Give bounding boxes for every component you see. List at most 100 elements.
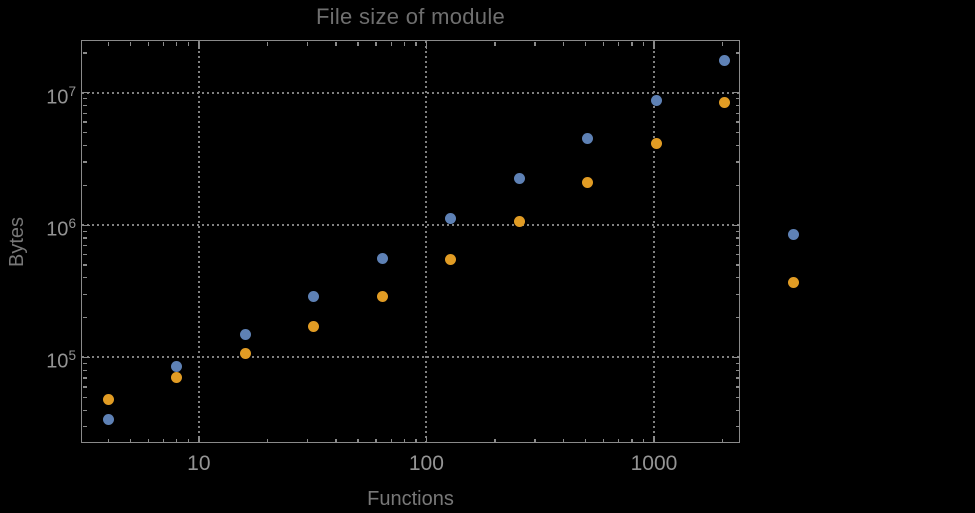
blue-series-point: [445, 213, 457, 225]
tick-mark-x-top: [403, 41, 406, 46]
tick-mark-x-bot: [425, 436, 428, 444]
tick-mark-y-left: [82, 317, 87, 319]
tick-mark-y-left: [82, 98, 87, 100]
tick-mark-y-right: [736, 184, 741, 186]
blue-series-point: [787, 228, 799, 240]
tick-mark-x-top: [176, 41, 178, 46]
tick-mark-y-left: [82, 293, 87, 296]
tick-mark-x-top: [390, 41, 392, 46]
orange-series-point: [102, 393, 114, 405]
tick-mark-x-top: [534, 41, 536, 46]
tick-mark-y-left: [82, 386, 87, 388]
blue-series-point: [239, 328, 251, 340]
tick-mark-x-top: [107, 41, 109, 46]
tick-mark-x-bot: [375, 439, 377, 444]
tick-mark-y-right: [736, 277, 741, 279]
orange-series-point: [308, 321, 320, 333]
tick-mark-y-right: [736, 121, 741, 123]
tick-mark-x-bot: [653, 436, 655, 444]
tick-mark-y-left: [82, 161, 87, 163]
tick-mark-x-top: [415, 41, 417, 46]
tick-mark-y-left: [82, 369, 87, 371]
tick-mark-y-left: [82, 356, 90, 359]
tick-mark-y-left: [82, 230, 87, 232]
tick-mark-x-top: [375, 41, 377, 46]
tick-mark-y-left: [82, 264, 87, 266]
tick-mark-x-top: [562, 41, 565, 46]
tick-mark-y-left: [82, 224, 90, 226]
tick-mark-x-bot: [534, 439, 536, 444]
tick-mark-y-right: [736, 237, 741, 239]
tick-mark-x-bot: [415, 439, 417, 444]
blue-series-point: [102, 414, 114, 425]
tick-mark-y-right: [736, 396, 741, 399]
tick-mark-x-top: [653, 41, 655, 49]
tick-mark-x-top: [357, 41, 359, 46]
tick-mark-y-right: [736, 409, 741, 411]
tick-mark-y-left: [82, 121, 87, 123]
orange-series-point: [582, 177, 594, 189]
blue-series-point: [308, 290, 320, 302]
blue-series-point: [513, 172, 525, 184]
tick-mark-y-left: [82, 131, 87, 134]
tick-mark-x-bot: [390, 439, 392, 444]
tick-mark-x-bot: [198, 436, 200, 444]
tick-mark-y-right: [736, 161, 741, 163]
orange-series-point: [445, 254, 457, 266]
tick-mark-y-right: [736, 144, 741, 147]
tick-mark-x-bot: [721, 439, 724, 444]
y-tick-label-10e6: 106: [46, 216, 76, 241]
blue-series-point: [171, 360, 183, 372]
blue-series-point: [650, 94, 662, 106]
y-tick-label-10e5: 105: [46, 348, 76, 374]
tick-mark-y-left: [82, 184, 87, 186]
x-tick-label-100: 100: [408, 452, 444, 475]
tick-mark-x-top: [163, 41, 165, 46]
tick-mark-y-right: [736, 377, 741, 379]
tick-mark-y-left: [82, 92, 90, 94]
tick-mark-x-bot: [266, 439, 269, 444]
tick-mark-y-right: [736, 98, 741, 100]
tick-mark-x-bot: [107, 439, 109, 444]
gridline-y-100000: [81, 356, 741, 359]
tick-mark-x-top: [187, 41, 190, 46]
tick-mark-y-right: [736, 386, 741, 388]
y-axis-label: Bytes: [6, 216, 28, 268]
tick-mark-y-left: [82, 277, 87, 279]
gridline-x-1000: [652, 40, 655, 444]
tick-mark-y-left: [82, 426, 87, 428]
tick-mark-y-left: [82, 52, 87, 54]
orange-series-point: [719, 97, 731, 109]
tick-mark-x-top: [335, 41, 337, 46]
tick-mark-x-bot: [602, 439, 605, 444]
tick-mark-y-left: [82, 409, 87, 411]
tick-mark-x-bot: [187, 439, 190, 444]
tick-mark-x-bot: [147, 439, 150, 444]
tick-mark-x-top: [198, 41, 200, 49]
tick-mark-y-right: [736, 245, 741, 247]
tick-mark-x-bot: [176, 439, 178, 444]
tick-mark-y-right: [733, 224, 741, 226]
tick-mark-x-bot: [562, 439, 565, 444]
tick-mark-x-bot: [357, 439, 359, 444]
tick-mark-y-right: [736, 426, 741, 428]
gridline-x-10: [197, 40, 200, 444]
orange-series-point: [787, 276, 799, 288]
tick-mark-x-top: [494, 41, 496, 46]
tick-mark-x-bot: [163, 439, 165, 444]
tick-mark-y-left: [82, 104, 87, 107]
tick-mark-y-left: [82, 396, 87, 399]
tick-mark-x-bot: [335, 439, 337, 444]
tick-mark-x-bot: [129, 439, 132, 444]
gridline-y-1000000: [81, 224, 741, 227]
blue-series-point: [376, 252, 388, 264]
tick-mark-y-left: [82, 245, 87, 247]
tick-mark-x-top: [618, 41, 620, 46]
tick-mark-y-right: [736, 52, 741, 54]
orange-series-point: [650, 137, 662, 149]
tick-mark-y-right: [733, 356, 741, 359]
tick-mark-x-top: [425, 41, 428, 49]
blue-series-point: [719, 55, 731, 67]
tick-mark-y-right: [736, 369, 741, 371]
